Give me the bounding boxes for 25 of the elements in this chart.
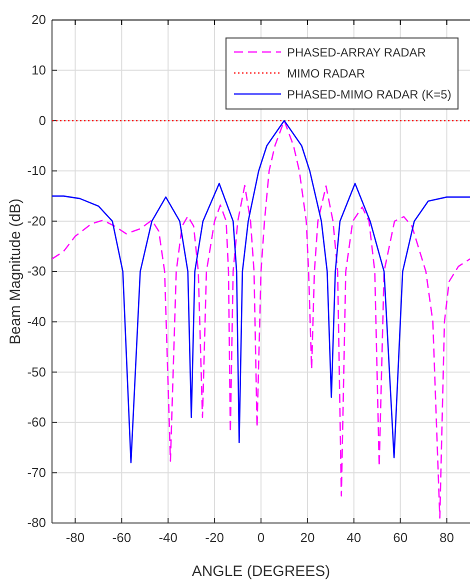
y-tick-label: -80 (27, 515, 46, 530)
y-tick-label: -70 (27, 464, 46, 480)
y-tick-label: -60 (27, 414, 46, 430)
x-tick-label: -40 (158, 530, 178, 546)
y-tick-label: 10 (32, 62, 46, 78)
y-tick-label: -40 (27, 314, 46, 329)
y-axis-title: Beam Magnitude (dB) (7, 198, 24, 344)
y-tick-label: -30 (27, 264, 46, 279)
x-tick-label: 40 (346, 530, 362, 546)
legend-label: PHASED-MIMO RADAR (K=5) (287, 88, 452, 102)
x-tick-label: -20 (205, 530, 224, 546)
y-tick-label: -50 (27, 364, 46, 380)
y-tick-label: 0 (38, 112, 46, 128)
legend-label: PHASED-ARRAY RADAR (287, 46, 426, 60)
y-tick-label: 20 (32, 12, 46, 28)
x-tick-label: 80 (440, 530, 454, 546)
x-tick-label: -60 (112, 530, 132, 546)
x-tick-label: 0 (257, 530, 265, 546)
legend-label: MIMO RADAR (287, 66, 366, 80)
y-tick-label: -20 (27, 213, 46, 228)
x-tick-label: -80 (66, 530, 85, 546)
x-tick-label: 60 (393, 530, 408, 546)
x-axis-title: ANGLE (DEGREES) (192, 563, 330, 580)
x-tick-label: 20 (300, 530, 315, 546)
y-tick-label: -10 (27, 163, 46, 178)
